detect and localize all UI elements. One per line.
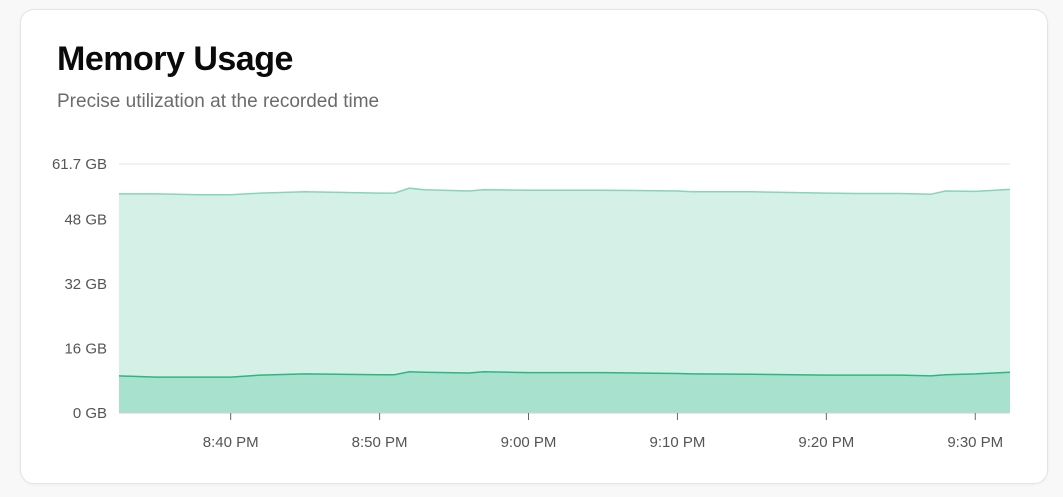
y-tick-label: 0 GB <box>73 405 107 422</box>
series-1-line <box>118 371 1011 378</box>
x-tick-label: 8:40 PM <box>203 434 259 451</box>
y-tick-label: 16 GB <box>64 340 107 357</box>
x-tick-label: 9:10 PM <box>649 434 705 451</box>
x-tick-label: 9:30 PM <box>947 434 1003 451</box>
series-1-area <box>119 371 1010 413</box>
y-tick-label: 48 GB <box>64 211 107 228</box>
y-tick-label: 32 GB <box>64 276 107 293</box>
card-subtitle: Precise utilization at the recorded time <box>57 91 380 112</box>
y-tick-label: 61.7 GB <box>52 156 107 173</box>
series-0-line <box>119 187 1011 196</box>
x-tick-label: 9:20 PM <box>798 434 854 451</box>
x-tick-label: 8:50 PM <box>352 434 408 451</box>
card-title: Memory Usage <box>57 40 293 78</box>
x-tick-label: 9:00 PM <box>501 434 557 451</box>
series-0-area <box>119 188 1010 413</box>
